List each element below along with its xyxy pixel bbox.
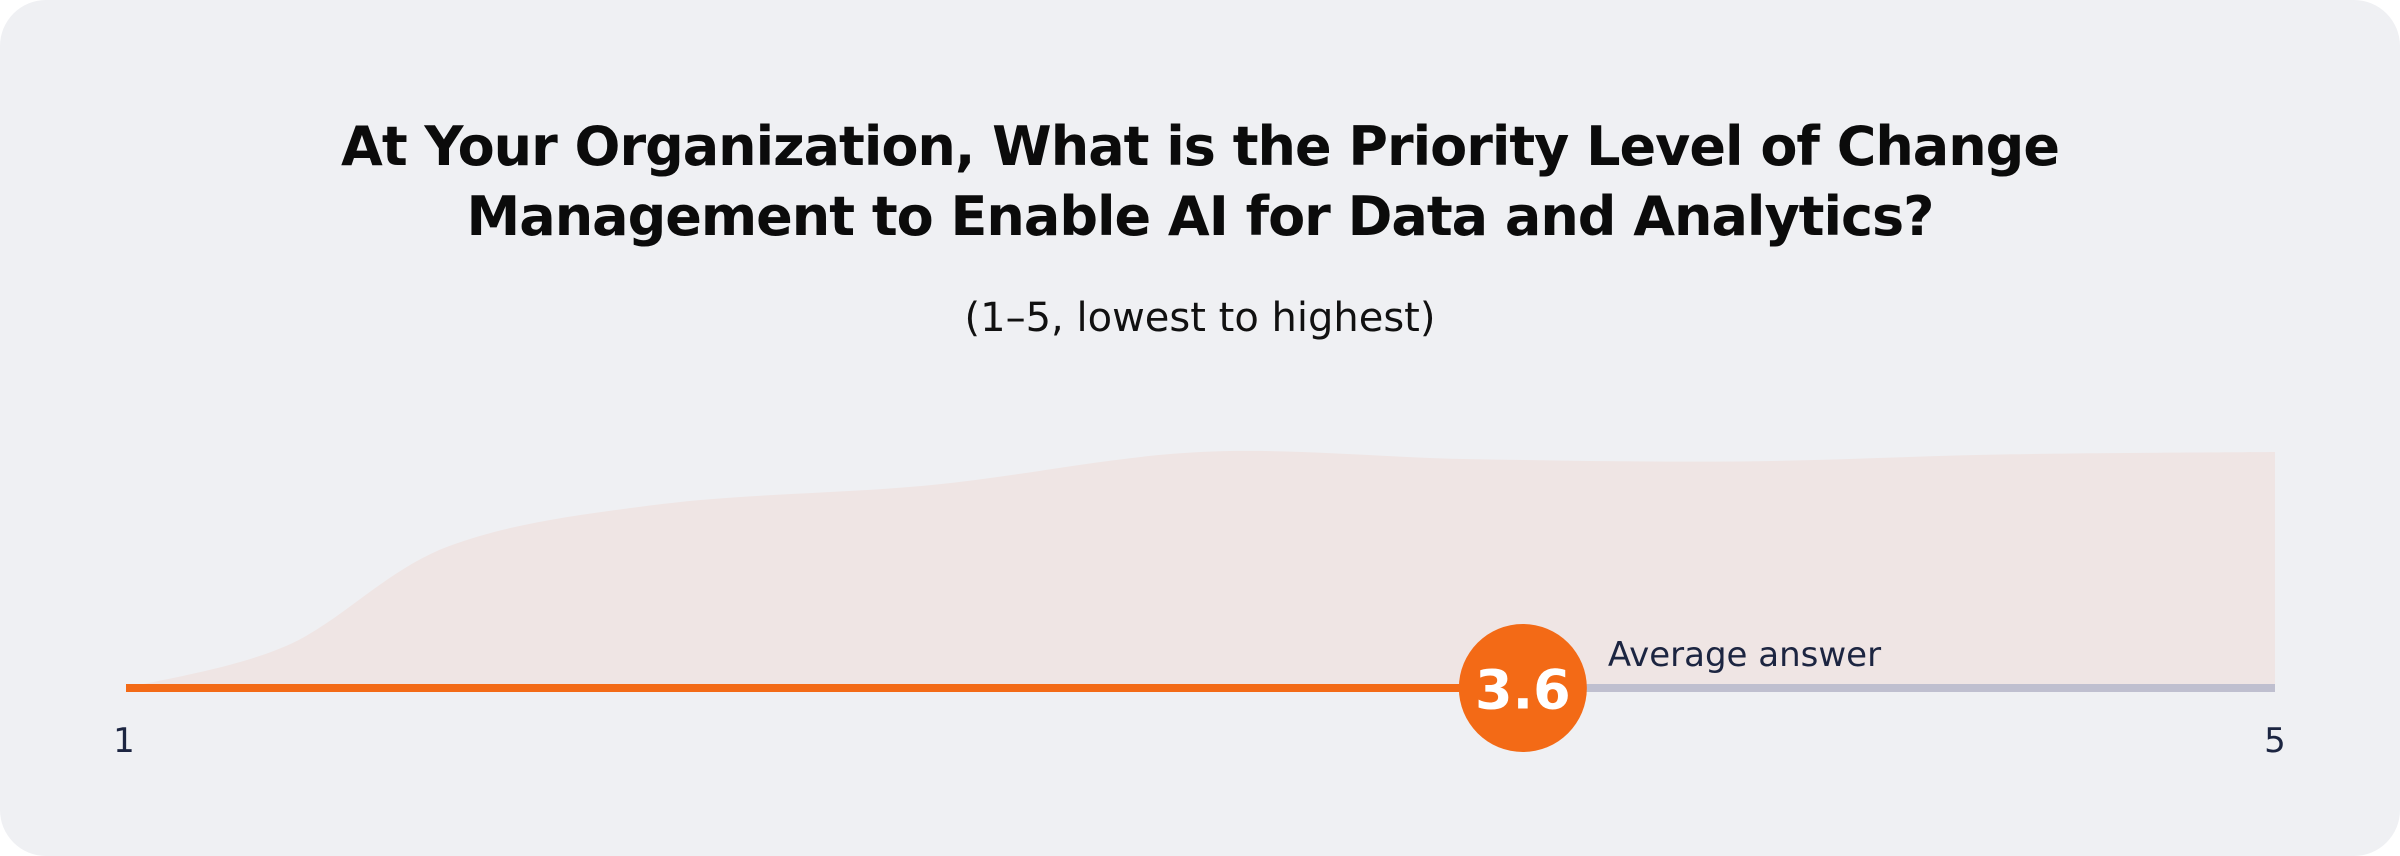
average-caption: Average answer — [1608, 635, 1881, 675]
average-value-label: 3.6 — [1475, 659, 1571, 722]
average-marker — [1458, 624, 1587, 752]
distribution-area — [126, 450, 2275, 688]
chart-title: At Your Organization, What is the Priori… — [341, 115, 2060, 248]
x-tick-label-min: 1 — [113, 721, 135, 761]
x-tick-label-max: 5 — [2264, 721, 2286, 761]
chart-subtitle: (1–5, lowest to highest) — [964, 295, 1436, 341]
